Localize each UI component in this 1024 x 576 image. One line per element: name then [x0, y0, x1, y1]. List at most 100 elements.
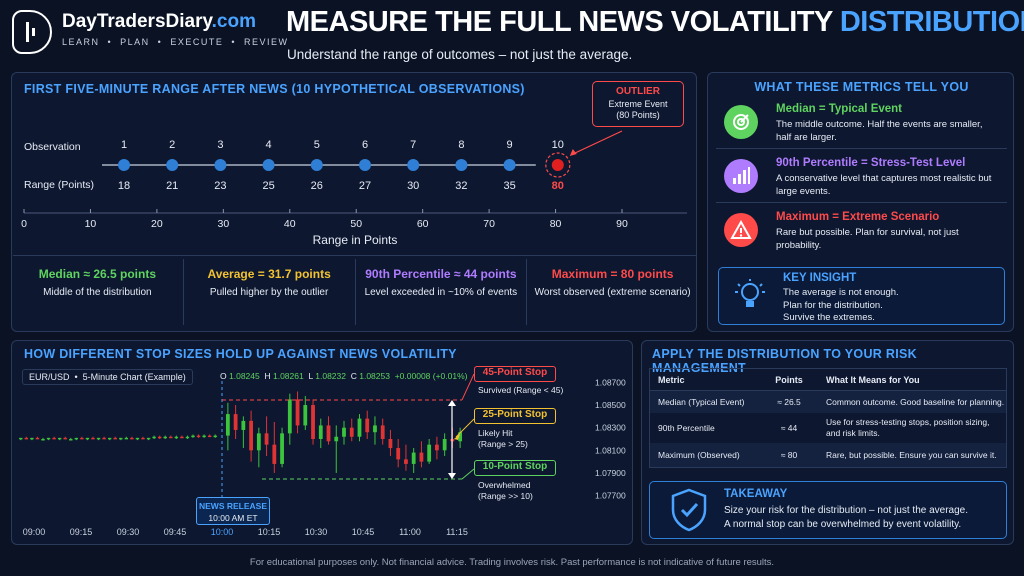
- x-tick-label: 0: [21, 218, 27, 230]
- candle: [442, 439, 447, 451]
- stops-panel: HOW DIFFERENT STOP SIZES HOLD UP AGAINST…: [11, 340, 633, 545]
- x-tick-label: 10:30: [305, 527, 328, 537]
- outlier-arrow: [570, 130, 623, 156]
- candle: [435, 444, 439, 451]
- target-icon: [724, 105, 758, 139]
- takeaway-box: TAKEAWAY Size your risk for the distribu…: [649, 481, 1007, 539]
- shield-icon: [670, 488, 708, 537]
- observation-point: [359, 159, 371, 171]
- brand-tagline: LEARN • PLAN • EXECUTE • REVIEW: [62, 37, 289, 47]
- candle: [30, 437, 34, 440]
- candle: [202, 435, 206, 438]
- bar-chart-icon: [724, 159, 758, 193]
- stop-10-note: Overwhelmed (Range >> 10): [478, 480, 533, 501]
- observation-point: [503, 159, 516, 171]
- outlier-callout: OUTLIER Extreme Event (80 Points): [592, 81, 684, 127]
- candle: [191, 435, 195, 438]
- candle: [233, 414, 238, 430]
- brand-name: DayTradersDiary.com: [62, 11, 256, 32]
- stat-card: 90th Percentile ≈ 44 points Level exceede…: [356, 259, 528, 325]
- x-tick-label: 09:00: [23, 527, 46, 537]
- candle: [57, 437, 62, 440]
- stop-25-label: 25-Point Stop: [474, 408, 556, 424]
- table-row: Maximum (Observed) ≈ 80 Rare, but possib…: [650, 443, 1006, 467]
- range-panel-title: FIRST FIVE-MINUTE RANGE AFTER NEWS (10 H…: [24, 82, 525, 96]
- candle: [207, 435, 212, 438]
- observation-label: 2: [169, 139, 175, 151]
- candle: [396, 448, 401, 460]
- x-tick-label: 60: [417, 218, 429, 230]
- x-tick-label: 40: [284, 218, 296, 230]
- outlier-ring: [545, 152, 571, 178]
- metrics-panel: WHAT THESE METRICS TELL YOU Median = Typ…: [707, 72, 1014, 332]
- candle: [225, 414, 230, 436]
- metric-item: 90th Percentile = Stress-Test Level A con…: [716, 149, 1007, 203]
- observation-point: [407, 159, 420, 171]
- stop-10-connector: [461, 468, 475, 480]
- observation-label: 10: [552, 139, 564, 151]
- candle: [326, 425, 331, 442]
- observation-point: [455, 159, 468, 171]
- x-tick-label: 09:30: [117, 527, 140, 537]
- stop-25-note: Likely Hit (Range > 25): [478, 428, 528, 449]
- observation-row-label: Observation: [24, 141, 81, 153]
- metrics-list: Median = Typical Event The middle outcome…: [708, 95, 1015, 257]
- stops-panel-title: HOW DIFFERENT STOP SIZES HOLD UP AGAINST…: [24, 347, 457, 361]
- range-value-label: 27: [359, 180, 371, 192]
- stop-45-note: Survived (Range < 45): [478, 385, 564, 395]
- candle: [365, 418, 370, 433]
- candle: [411, 452, 416, 464]
- x-tick-label: 10:15: [258, 527, 281, 537]
- metric-item: Median = Typical Event The middle outcome…: [716, 95, 1007, 149]
- metric-item: Maximum = Extreme Scenario Rare but possi…: [716, 203, 1007, 257]
- candle: [357, 418, 362, 437]
- candle: [349, 427, 354, 437]
- candle: [41, 439, 45, 441]
- logo: [12, 10, 52, 54]
- range-value-label: 23: [214, 180, 226, 192]
- table-row: Median (Typical Event) ≈ 26.5 Common out…: [650, 391, 1006, 413]
- candle: [119, 437, 123, 440]
- observation-label: 1: [121, 139, 127, 151]
- candle: [35, 437, 40, 440]
- candle: [152, 436, 156, 439]
- x-tick-label: 09:45: [164, 527, 187, 537]
- x-tick-label: 10:00: [211, 527, 234, 537]
- risk-table: Metric Points What It Means for You Medi…: [649, 368, 1007, 468]
- x-tick-label: 50: [350, 218, 362, 230]
- observation-point: [262, 159, 275, 171]
- key-insight-title: KEY INSIGHT: [783, 272, 857, 284]
- range-panel: FIRST FIVE-MINUTE RANGE AFTER NEWS (10 H…: [11, 72, 697, 332]
- y-tick-label: 1.08100: [595, 445, 626, 455]
- stop-45-connector: [461, 373, 475, 401]
- stat-card: Median ≈ 26.5 points Middle of the distri…: [12, 259, 184, 325]
- candle: [213, 435, 217, 438]
- stats-row: Median ≈ 26.5 points Middle of the distri…: [12, 259, 698, 325]
- candle: [63, 437, 67, 440]
- range-dot-plot: 0 10 20 30 40 50 60 70 80 90118221323425526627730…: [21, 130, 687, 230]
- y-tick-label: 1.07900: [595, 468, 626, 478]
- warning-icon: [724, 213, 758, 247]
- candle: [373, 425, 377, 433]
- candle: [334, 436, 339, 442]
- x-tick-label: 80: [550, 218, 562, 230]
- observation-label: 5: [314, 139, 320, 151]
- candle: [380, 425, 385, 439]
- observation-label: 9: [507, 139, 513, 151]
- chart-symbol-label: EUR/USD • 5-Minute Chart (Example): [22, 369, 193, 385]
- range-value-label: 80: [552, 180, 564, 192]
- candle: [342, 427, 346, 437]
- candle: [180, 436, 184, 439]
- candle: [427, 444, 432, 462]
- candle: [96, 437, 101, 440]
- observation-label: 3: [217, 139, 223, 151]
- range-value-label: 26: [311, 180, 323, 192]
- stop-45-label: 45-Point Stop: [474, 366, 556, 382]
- candle: [311, 405, 315, 439]
- observation-point: [214, 159, 227, 171]
- metrics-title: WHAT THESE METRICS TELL YOU: [754, 80, 969, 94]
- candle: [157, 436, 162, 439]
- candle: [46, 437, 51, 440]
- x-tick-label: 11:15: [446, 527, 468, 537]
- key-insight-text: The average is not enough. Plan for the …: [783, 287, 899, 323]
